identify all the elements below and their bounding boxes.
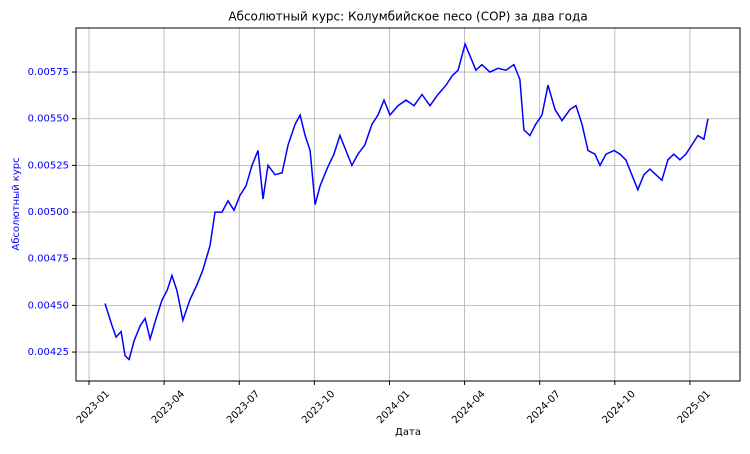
y-tick-label: 0.00525 <box>28 160 69 171</box>
x-tick-label: 2024-10 <box>600 389 637 426</box>
y-axis-label: Абсолютный курс <box>11 157 22 250</box>
x-axis-label: Дата <box>395 427 421 438</box>
y-tick-label: 0.00500 <box>28 207 69 218</box>
x-tick-label: 2025-01 <box>676 389 713 426</box>
x-tick-label: 2024-07 <box>525 389 562 426</box>
x-tick-label: 2024-04 <box>450 389 487 426</box>
chart-title: Абсолютный курс: Колумбийское песо (COP)… <box>228 10 587 24</box>
plot-frame <box>75 27 741 382</box>
data-line <box>104 41 709 361</box>
x-tick-label: 2023-01 <box>75 389 112 426</box>
x-tick-label: 2023-10 <box>300 389 337 426</box>
y-tick-label: 0.00550 <box>28 114 69 125</box>
y-tick-label: 0.00575 <box>28 67 69 78</box>
x-tick-label: 2024-01 <box>375 389 412 426</box>
y-tick-label: 0.00425 <box>28 347 69 358</box>
x-tick-label: 2023-07 <box>225 389 262 426</box>
x-tick-label: 2023-04 <box>150 389 187 426</box>
y-tick-label: 0.00475 <box>28 254 69 265</box>
y-tick-label: 0.00450 <box>28 300 69 311</box>
